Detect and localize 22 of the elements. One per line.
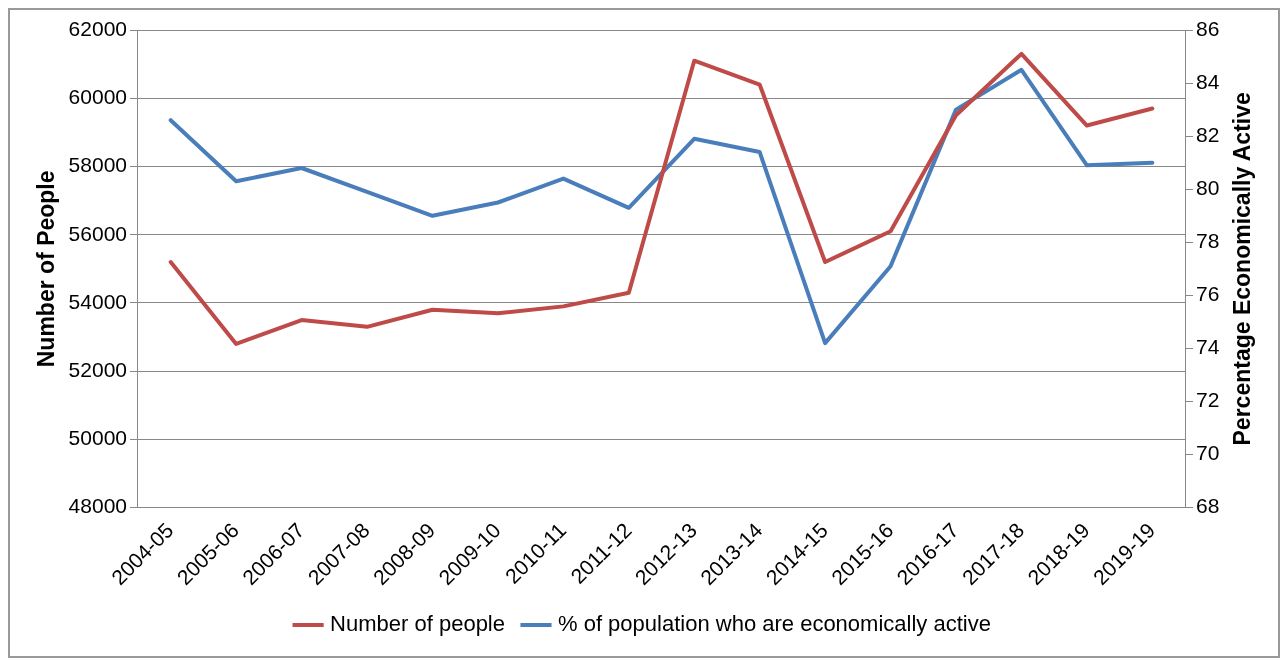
y2-tick-label: 86 [1196,16,1220,40]
y-axis-title: Number of People [33,170,60,368]
y2-tick-label: 82 [1196,122,1220,146]
legend-label: Number of people [330,611,505,637]
y-tick-label: 48000 [68,494,127,518]
y2-tick-label: 72 [1196,388,1220,412]
y2-tick-label: 74 [1196,335,1220,359]
y-tick-label: 52000 [68,358,127,381]
y2-tick-label: 84 [1196,69,1220,93]
y2-tick-label: 70 [1196,441,1220,465]
y2-tick-label: 80 [1196,176,1220,200]
y-tick-label: 54000 [68,289,127,313]
y-tick-label: 56000 [68,221,127,245]
y2-axis-title: Percentage Economically Active [1229,92,1256,446]
legend-label: % of population who are economically active [557,611,991,637]
y-tick-label: 50000 [68,426,127,450]
y2-tick-label: 78 [1196,229,1220,253]
y-tick-label: 62000 [68,16,127,40]
y-tick-label: 58000 [68,153,127,177]
y-tick-label: 60000 [68,85,127,109]
y2-tick-label: 76 [1196,282,1220,306]
y2-tick-label: 68 [1196,494,1220,518]
